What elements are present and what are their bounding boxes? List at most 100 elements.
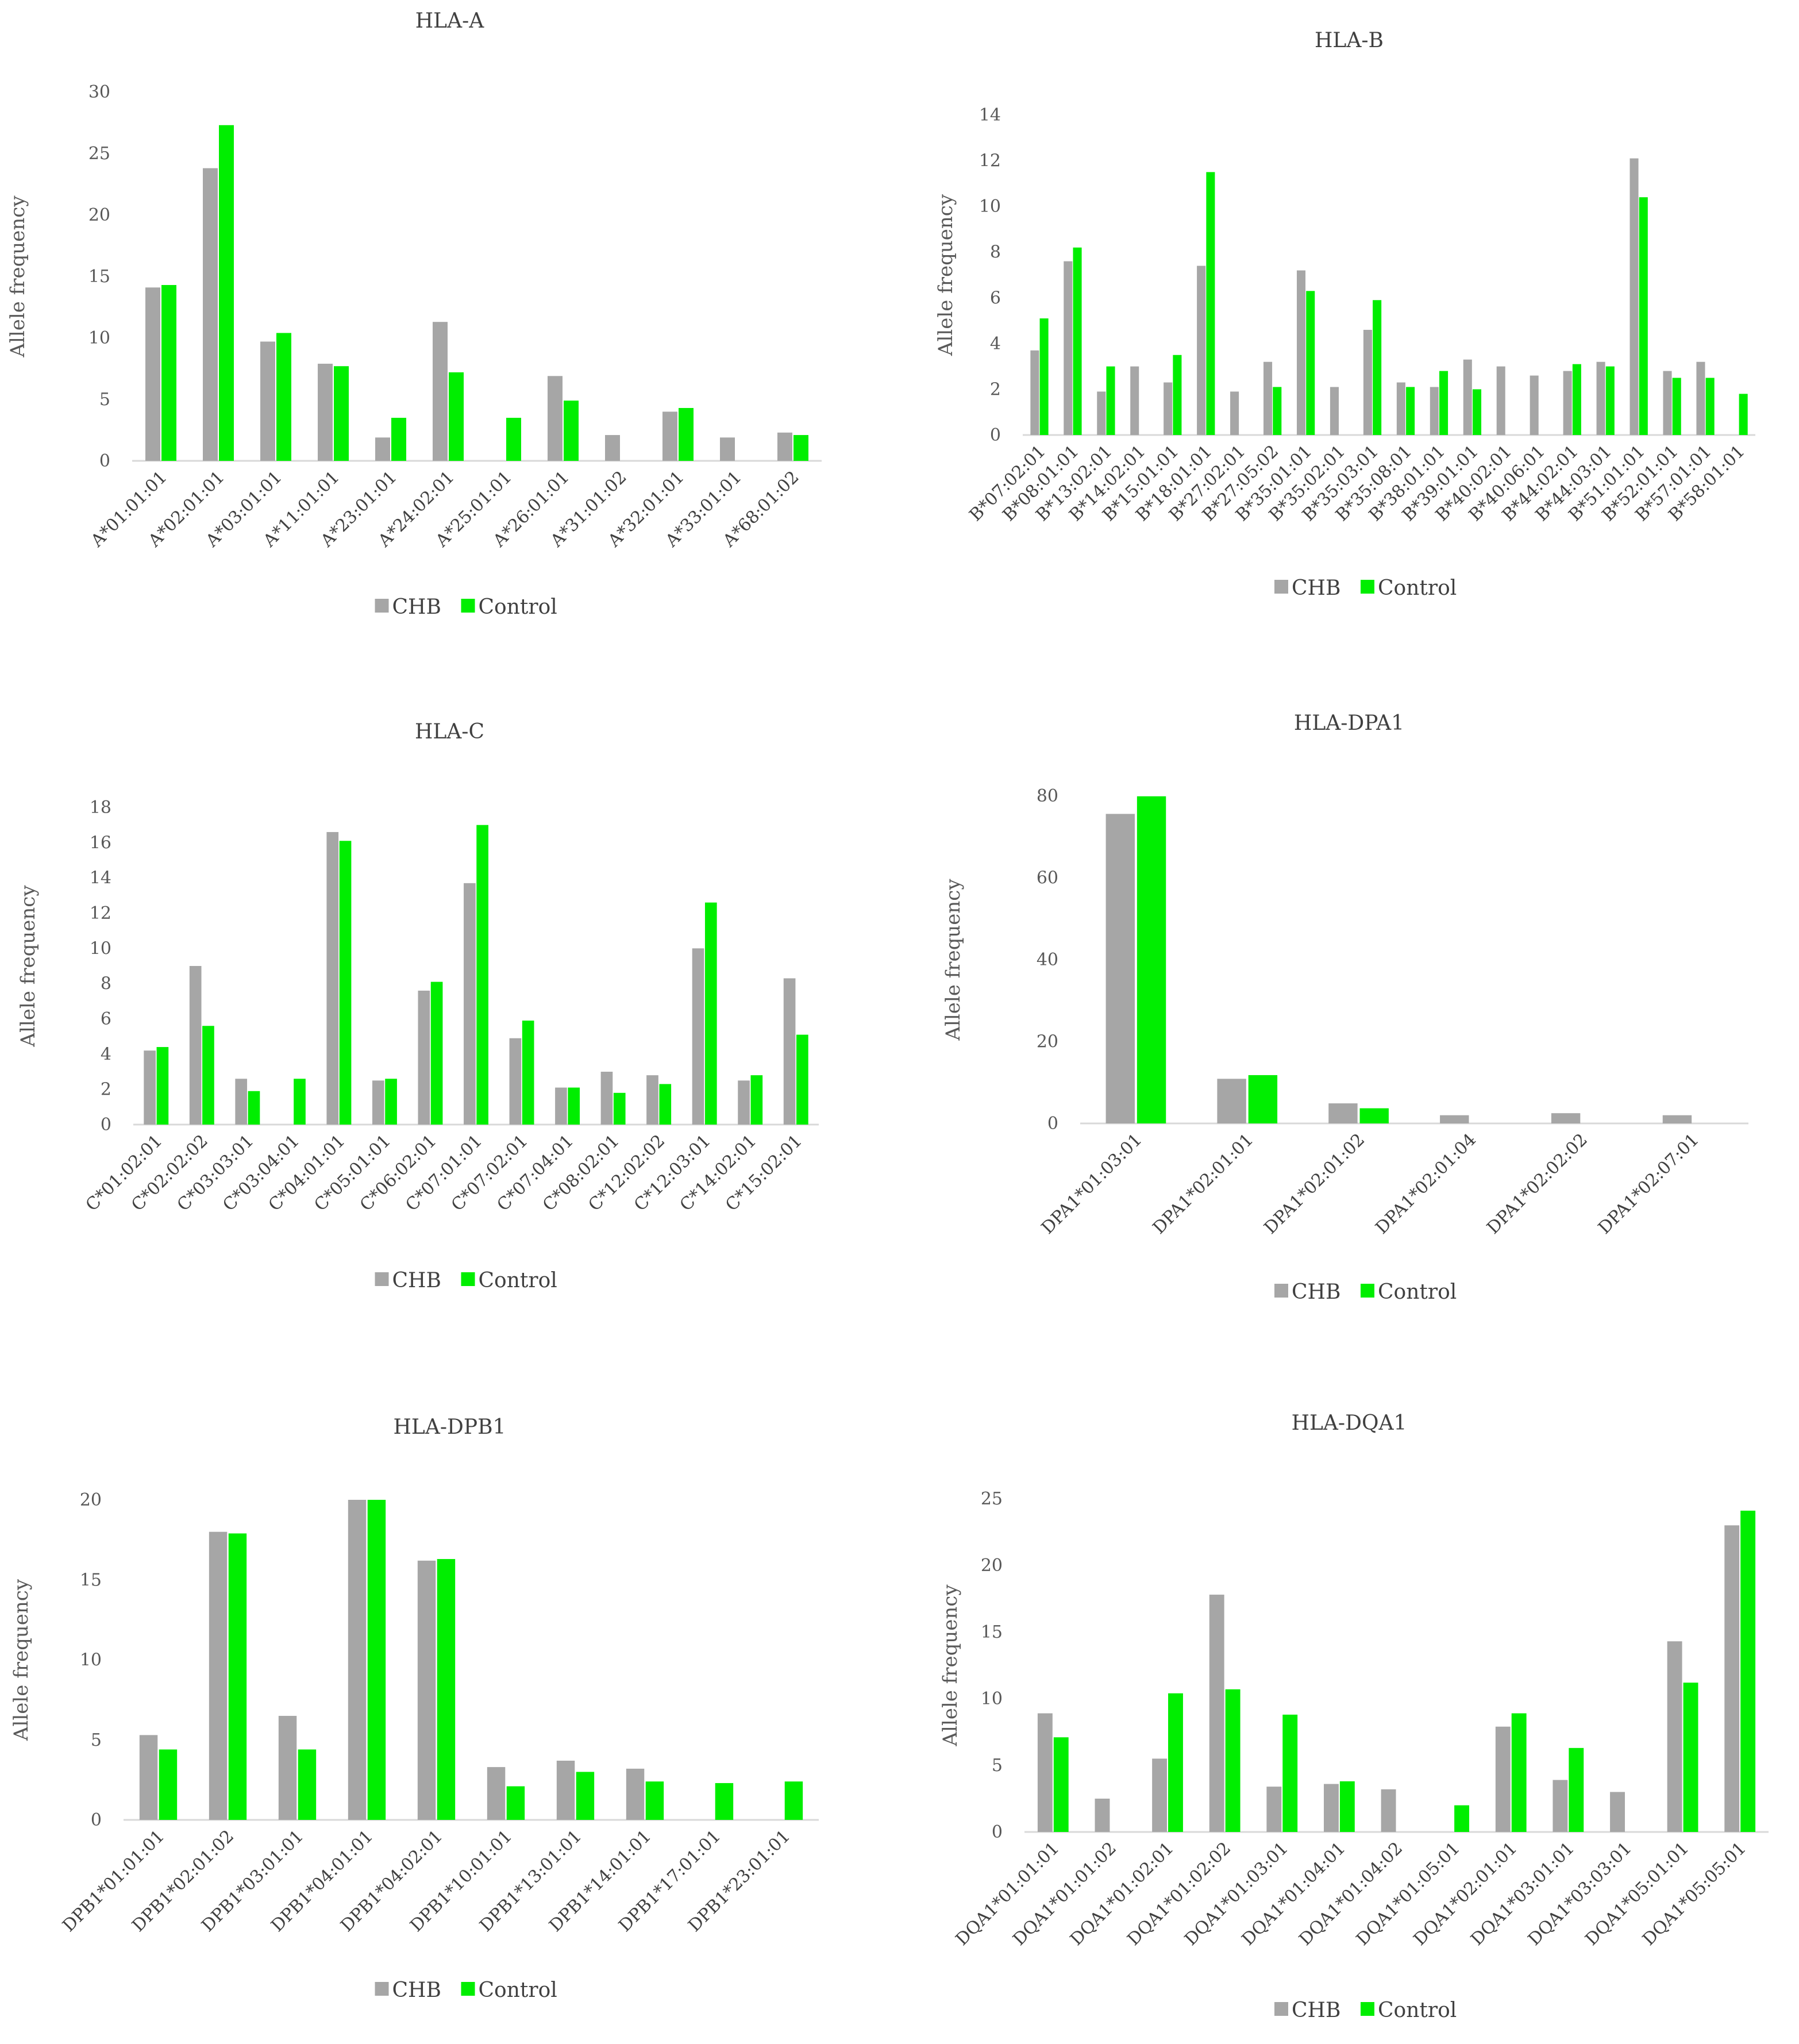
bar-control xyxy=(430,981,443,1125)
bar-chb xyxy=(738,1080,750,1125)
y-tick-label: 20 xyxy=(88,205,110,225)
bar-chb xyxy=(509,1038,522,1125)
bar-control xyxy=(334,366,349,461)
bar-chb xyxy=(1209,1595,1224,1832)
bar-control xyxy=(228,1533,247,1820)
bar-chb xyxy=(318,363,333,461)
bar-chb xyxy=(372,1080,384,1125)
x-tick-label: DPA1*02:02:02 xyxy=(1483,1130,1592,1238)
chart-hla-dpa1: HLA-DPA1 Allele frequency 0 20 40 60 80 DPA1*01… xyxy=(899,667,1799,1356)
bar-chb xyxy=(1667,1641,1682,1832)
bar-chb xyxy=(144,1050,156,1125)
bar-chb xyxy=(1330,387,1339,435)
legend-swatch-control xyxy=(1361,2002,1374,2016)
bar-control xyxy=(161,284,176,461)
x-tick-label: DQA1*01:04:02 xyxy=(1295,1838,1407,1950)
bar-chb xyxy=(326,832,339,1125)
bar-control xyxy=(1605,366,1615,435)
bar-chb xyxy=(1030,350,1039,435)
bar-chb xyxy=(189,966,202,1125)
bar-chb xyxy=(1152,1758,1168,1832)
x-tick-label: DPA1*02:01:04 xyxy=(1372,1130,1480,1238)
bar-control xyxy=(391,418,406,461)
chart-title: HLA-DPA1 xyxy=(1294,711,1404,735)
bar-control xyxy=(1639,197,1648,435)
bar-control xyxy=(645,1781,664,1820)
bar-control xyxy=(1683,1683,1698,1832)
bar-chb xyxy=(548,376,563,461)
bar-chb xyxy=(1296,270,1306,435)
y-tick-label: 2 xyxy=(101,1080,111,1100)
bar-control xyxy=(1569,1747,1584,1832)
chart-hla-a: HLA-A Allele frequency 0 5 10 15 20 25 30 A*01:01… xyxy=(0,0,899,667)
y-tick-label: 6 xyxy=(990,288,1001,308)
bar-chb xyxy=(1197,265,1206,435)
chart-title: HLA-A xyxy=(415,9,484,33)
x-tick-label: DPA1*02:07:01 xyxy=(1594,1130,1703,1238)
bar-chb xyxy=(1440,1115,1469,1123)
bar-chb xyxy=(555,1087,567,1125)
bar-chb xyxy=(556,1760,575,1820)
x-tick-label: DQA1*01:04:01 xyxy=(1238,1838,1350,1950)
legend-swatch-chb xyxy=(375,599,389,613)
bar-chb xyxy=(1263,361,1273,435)
legend-swatch-control xyxy=(1361,1284,1374,1298)
bar-chb xyxy=(1563,371,1572,435)
y-tick-label: 4 xyxy=(101,1044,111,1064)
bar-chb xyxy=(235,1079,248,1125)
bar-control xyxy=(506,1786,525,1820)
y-tick-label: 20 xyxy=(981,1556,1003,1576)
x-tick-label: DPA1*01:03:01 xyxy=(1038,1130,1146,1238)
legend-swatch-control xyxy=(461,599,475,613)
bar-control xyxy=(159,1749,178,1820)
legend-label: CHB xyxy=(1292,1999,1340,2022)
bar-chb xyxy=(139,1735,158,1820)
bar-control xyxy=(1053,1737,1069,1832)
bar-control xyxy=(1406,387,1415,435)
bar-chb xyxy=(1130,366,1139,435)
y-tick-label: 5 xyxy=(91,1730,102,1750)
bar-control xyxy=(1439,371,1449,435)
y-axis-label: Allele frequency xyxy=(6,195,29,358)
bar-control xyxy=(715,1783,734,1820)
bar-control xyxy=(793,435,808,461)
bar-chb xyxy=(418,990,430,1125)
bar-control xyxy=(1740,1510,1756,1832)
x-tick-label: DQA1*05:05:01 xyxy=(1639,1838,1750,1950)
bar-control xyxy=(659,1084,672,1125)
y-tick-label: 80 xyxy=(1037,786,1058,806)
bar-chb xyxy=(1553,1780,1568,1832)
bar-chb xyxy=(375,437,390,461)
legend-label: CHB xyxy=(392,595,441,619)
x-tick-label: DQA1*01:01:02 xyxy=(1009,1838,1120,1950)
legend: CHB Control xyxy=(375,1269,557,1292)
legend-label: CHB xyxy=(1292,576,1340,600)
bar-control xyxy=(1173,355,1182,435)
legend-label: CHB xyxy=(392,1269,441,1292)
y-tick-label: 25 xyxy=(88,144,110,164)
bar-control xyxy=(1282,1714,1298,1832)
bar-control xyxy=(1572,364,1581,435)
bar-chb xyxy=(1629,158,1639,435)
y-tick-label: 2 xyxy=(990,379,1001,399)
legend-label: Control xyxy=(479,1978,557,2002)
bar-chb xyxy=(1381,1789,1396,1832)
bar-chb xyxy=(1662,1115,1692,1123)
legend: CHB Control xyxy=(1274,1280,1457,1304)
bar-chb xyxy=(777,432,792,461)
y-tick-label: 10 xyxy=(981,1689,1003,1709)
bar-control xyxy=(449,372,464,461)
bar-control xyxy=(564,401,579,461)
y-tick-label: 0 xyxy=(91,1810,102,1830)
legend-label: Control xyxy=(1378,1999,1457,2022)
legend-label: Control xyxy=(1378,576,1457,600)
bar-chb xyxy=(203,168,218,461)
legend: CHB Control xyxy=(1274,1999,1457,2022)
y-axis-label: Allele frequency xyxy=(934,194,957,356)
y-axis-label: Allele frequency xyxy=(942,879,965,1041)
legend-swatch-chb xyxy=(375,1272,389,1286)
legend-swatch-chb xyxy=(375,1982,389,1996)
bar-chb xyxy=(1463,359,1472,435)
y-tick-label: 6 xyxy=(101,1009,111,1029)
x-tick-label: DQA1*01:02:01 xyxy=(1066,1838,1178,1950)
